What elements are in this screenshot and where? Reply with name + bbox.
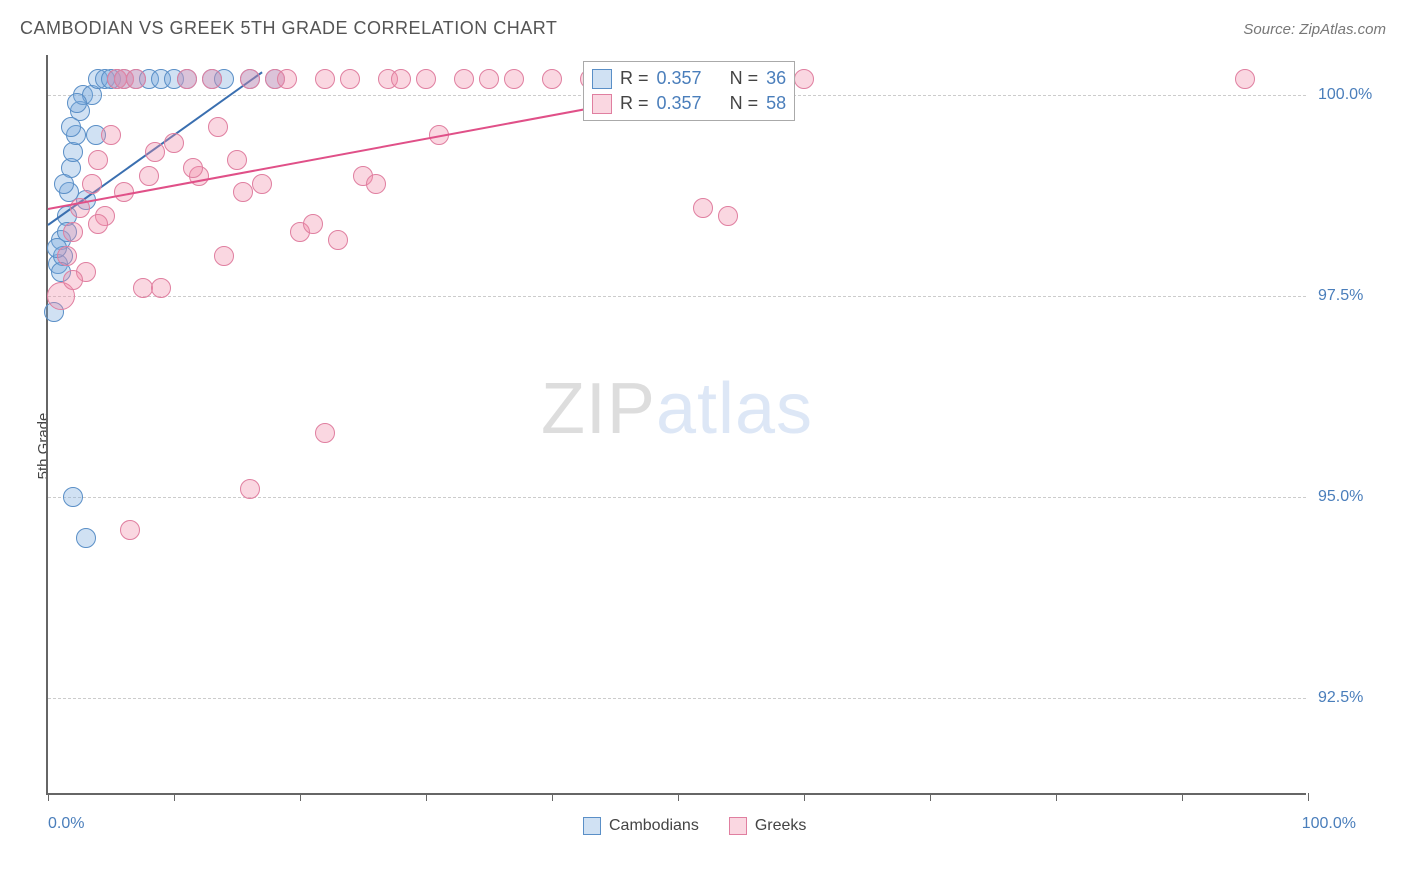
x-tick bbox=[678, 793, 679, 801]
x-label-left: 0.0% bbox=[48, 815, 84, 833]
data-point-greeks bbox=[101, 125, 121, 145]
chart-header: CAMBODIAN VS GREEK 5TH GRADE CORRELATION… bbox=[20, 18, 1386, 39]
data-point-greeks bbox=[718, 206, 738, 226]
data-point-greeks bbox=[315, 69, 335, 89]
legend-item-greeks: Greeks bbox=[729, 817, 807, 835]
stat-n-value: 36 bbox=[766, 68, 786, 89]
data-point-greeks bbox=[88, 214, 108, 234]
data-point-greeks bbox=[233, 182, 253, 202]
data-point-greeks bbox=[340, 69, 360, 89]
x-tick bbox=[1182, 793, 1183, 801]
x-tick bbox=[804, 793, 805, 801]
source-attribution: Source: ZipAtlas.com bbox=[1243, 21, 1386, 38]
data-point-greeks bbox=[63, 222, 83, 242]
x-tick bbox=[174, 793, 175, 801]
data-point-greeks bbox=[240, 69, 260, 89]
legend-swatch-greeks bbox=[729, 817, 747, 835]
data-point-greeks bbox=[164, 133, 184, 153]
data-point-greeks bbox=[139, 166, 159, 186]
legend-stats-row-greeks: R = 0.357 N = 58 bbox=[592, 91, 786, 116]
chart-title: CAMBODIAN VS GREEK 5TH GRADE CORRELATION… bbox=[20, 18, 557, 39]
x-tick bbox=[552, 793, 553, 801]
legend-swatch-cambodians bbox=[583, 817, 601, 835]
x-label-right: 100.0% bbox=[1302, 815, 1356, 833]
data-point-cambodians bbox=[76, 528, 96, 548]
stat-n-label: N = bbox=[730, 68, 759, 89]
bottom-legend: Cambodians Greeks bbox=[583, 817, 806, 835]
data-point-greeks bbox=[120, 520, 140, 540]
data-point-greeks bbox=[504, 69, 524, 89]
data-point-greeks bbox=[126, 69, 146, 89]
data-point-greeks bbox=[391, 69, 411, 89]
data-point-greeks bbox=[151, 278, 171, 298]
gridline bbox=[48, 296, 1306, 297]
watermark: ZIPatlas bbox=[541, 368, 813, 450]
legend-label: Cambodians bbox=[609, 817, 699, 835]
stat-r-value: 0.357 bbox=[657, 93, 702, 114]
data-point-greeks bbox=[240, 479, 260, 499]
x-tick bbox=[1056, 793, 1057, 801]
data-point-greeks bbox=[88, 150, 108, 170]
stat-r-value: 0.357 bbox=[657, 68, 702, 89]
data-point-greeks bbox=[454, 69, 474, 89]
data-point-greeks bbox=[303, 214, 323, 234]
data-point-greeks bbox=[252, 174, 272, 194]
stat-n-value: 58 bbox=[766, 93, 786, 114]
data-point-cambodians bbox=[54, 174, 74, 194]
y-tick-label: 97.5% bbox=[1318, 287, 1363, 305]
data-point-greeks bbox=[63, 270, 83, 290]
data-point-greeks bbox=[794, 69, 814, 89]
watermark-atlas: atlas bbox=[656, 369, 813, 449]
data-point-cambodians bbox=[61, 117, 81, 137]
data-point-greeks bbox=[542, 69, 562, 89]
data-point-greeks bbox=[416, 69, 436, 89]
data-point-greeks bbox=[177, 69, 197, 89]
gridline bbox=[48, 698, 1306, 699]
x-tick bbox=[930, 793, 931, 801]
data-point-greeks bbox=[277, 69, 297, 89]
data-point-greeks bbox=[214, 246, 234, 266]
data-point-cambodians bbox=[67, 93, 87, 113]
data-point-greeks bbox=[366, 174, 386, 194]
legend-label: Greeks bbox=[755, 817, 807, 835]
data-point-greeks bbox=[183, 158, 203, 178]
data-point-greeks bbox=[202, 69, 222, 89]
data-point-greeks bbox=[208, 117, 228, 137]
y-tick-label: 95.0% bbox=[1318, 488, 1363, 506]
data-point-cambodians bbox=[63, 487, 83, 507]
data-point-greeks bbox=[57, 246, 77, 266]
y-tick-label: 100.0% bbox=[1318, 86, 1372, 104]
source-link[interactable]: ZipAtlas.com bbox=[1299, 21, 1386, 38]
legend-swatch-cambodians bbox=[592, 69, 612, 89]
legend-item-cambodians: Cambodians bbox=[583, 817, 699, 835]
gridline bbox=[48, 497, 1306, 498]
stat-r-label: R = bbox=[620, 93, 649, 114]
plot-area: ZIPatlas 100.0%97.5%95.0%92.5%0.0%100.0%… bbox=[46, 55, 1306, 795]
data-point-greeks bbox=[693, 198, 713, 218]
data-point-greeks bbox=[328, 230, 348, 250]
data-point-greeks bbox=[82, 174, 102, 194]
legend-stats: R = 0.357 N = 36 R = 0.357 N = 58 bbox=[583, 61, 795, 121]
legend-stats-row-cambodians: R = 0.357 N = 36 bbox=[592, 66, 786, 91]
x-tick bbox=[426, 793, 427, 801]
legend-swatch-greeks bbox=[592, 94, 612, 114]
data-point-greeks bbox=[479, 69, 499, 89]
watermark-zip: ZIP bbox=[541, 369, 656, 449]
data-point-greeks bbox=[1235, 69, 1255, 89]
data-point-greeks bbox=[133, 278, 153, 298]
data-point-greeks bbox=[315, 423, 335, 443]
source-prefix: Source: bbox=[1243, 21, 1299, 38]
data-point-greeks bbox=[227, 150, 247, 170]
data-point-greeks bbox=[145, 142, 165, 162]
x-tick bbox=[48, 793, 49, 801]
stat-n-label: N = bbox=[730, 93, 759, 114]
y-tick-label: 92.5% bbox=[1318, 689, 1363, 707]
x-tick bbox=[1308, 793, 1309, 801]
x-tick bbox=[300, 793, 301, 801]
stat-r-label: R = bbox=[620, 68, 649, 89]
